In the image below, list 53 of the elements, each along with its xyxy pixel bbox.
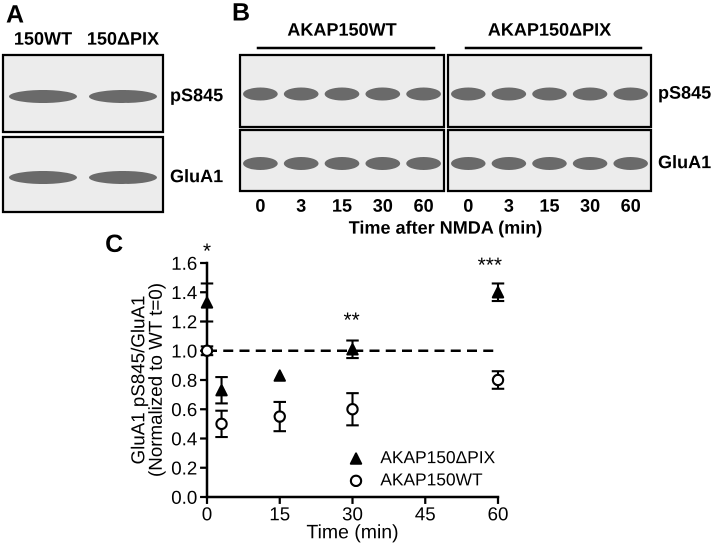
y-tick-label: 1.0 [172,344,197,358]
category-label: 150WT [15,32,72,45]
chart-title: C [106,234,123,252]
point [274,410,286,423]
point [215,384,228,396]
text: A [6,5,24,22]
point [200,296,214,309]
y-tick-label: 1.6 [172,256,196,270]
category-label: 3 [296,199,306,212]
text: pS845 [171,88,223,105]
y-tick-label: 1.2 [172,315,196,328]
x-tick-label: 45 [415,507,435,520]
category-label: 150ΔPIX [88,32,159,45]
category-label: 0 [256,199,265,212]
legend-label: AKAP150ΔPIX [380,451,495,464]
text: AKAP150WT [288,23,396,36]
category-label: 15 [333,199,352,212]
text: GluA1 [170,169,223,182]
category-label: 30 [580,199,600,212]
y-tick-label: 0.0 [172,490,197,504]
category-label: 60 [414,199,433,212]
x-tick-label: 15 [270,507,290,520]
point [274,369,286,382]
y-tick-label: 0.4 [172,432,197,446]
point [346,403,359,416]
annotation: ** [344,312,360,320]
y-tick-label: 0.2 [172,461,196,475]
point [215,418,228,430]
category-label: 3 [504,199,514,212]
text: * [203,244,211,251]
text: pS845 [659,86,711,102]
x-tick-label: 30 [342,507,362,520]
text: B [234,3,249,20]
y-tick-label: 0.8 [172,374,196,387]
point [346,343,359,356]
point [200,344,214,357]
category-label: 60 [621,199,640,212]
x-axis-title: Time (min) [306,524,398,542]
x-tick-label: 0 [202,507,212,520]
y-axis-title: GluA1 pS845/GluA1 (Normalized to WT t=0) [130,284,166,476]
text: Time after NMDA (min) [348,220,542,238]
point [492,374,504,386]
category-label: 30 [373,199,392,212]
x-tick-label: 60 [488,507,508,520]
text: AKAP150ΔPIX [488,23,612,36]
point [492,286,504,298]
annotation: *** [478,258,502,265]
text: GluA1 [658,155,711,168]
y-tick-label: 0.6 [172,402,196,416]
category-label: 15 [540,199,560,212]
y-tick-label: 1.4 [172,286,197,300]
category-label: 0 [464,199,473,212]
legend-label: AKAP150WT [380,473,482,486]
